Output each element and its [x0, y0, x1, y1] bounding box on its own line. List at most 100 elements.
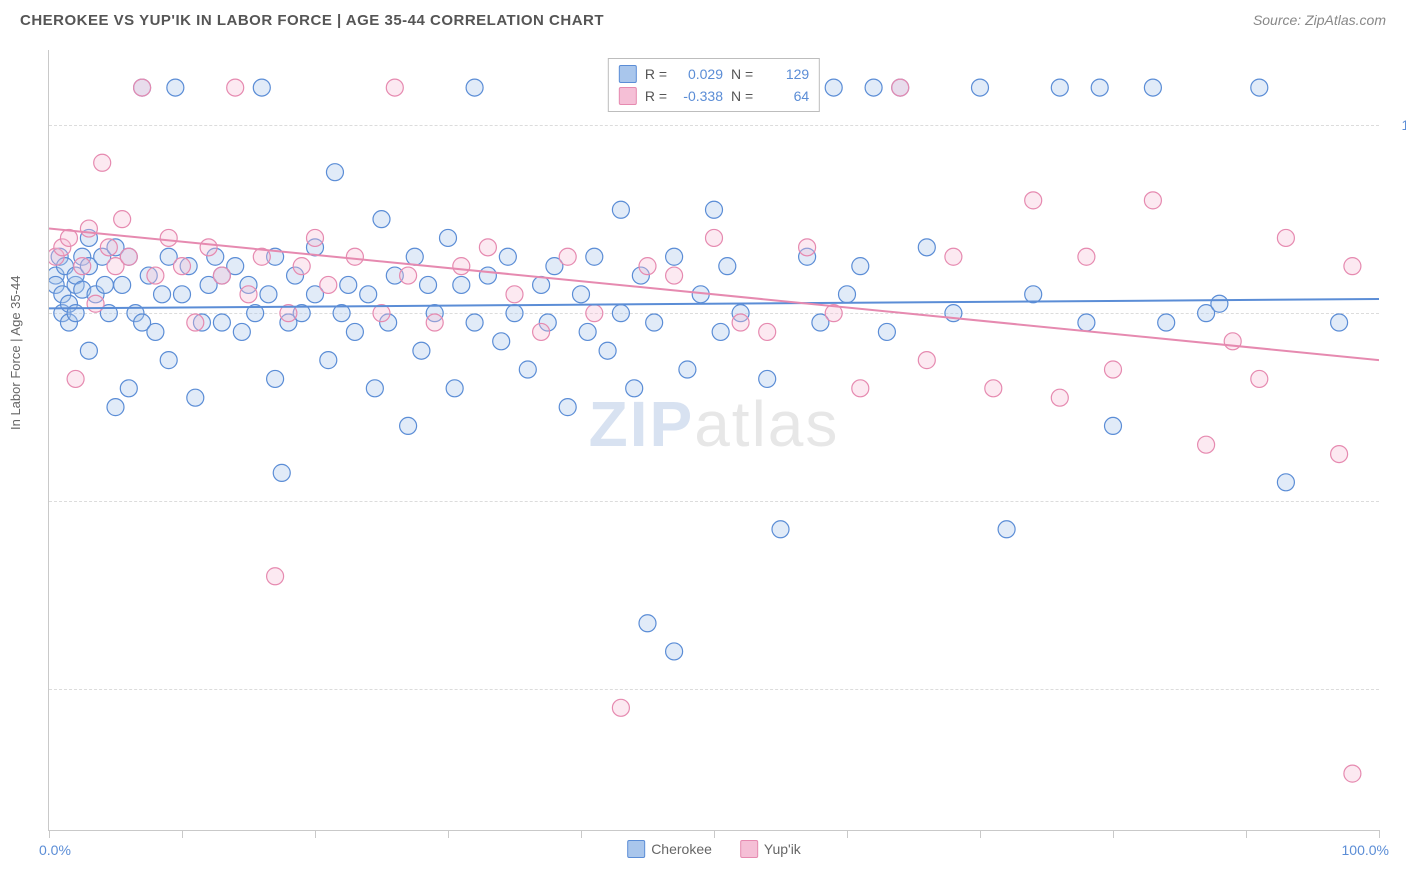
y-axis-label: In Labor Force | Age 35-44 [8, 276, 23, 430]
scatter-point [466, 79, 483, 96]
series-legend-item: Yup'ik [740, 840, 801, 858]
legend-n-label: N = [731, 66, 753, 82]
y-tick-label: 60.0% [1389, 493, 1406, 509]
scatter-point [426, 314, 443, 331]
scatter-point [67, 370, 84, 387]
legend-swatch [619, 65, 637, 83]
scatter-point [233, 323, 250, 340]
scatter-point [719, 258, 736, 275]
legend-r-label: R = [645, 88, 667, 104]
scatter-point [1091, 79, 1108, 96]
scatter-point [1277, 474, 1294, 491]
legend-swatch [740, 840, 758, 858]
scatter-point [147, 323, 164, 340]
scatter-point [759, 323, 776, 340]
scatter-point [373, 305, 390, 322]
scatter-point [972, 79, 989, 96]
x-tick [581, 830, 582, 838]
scatter-point [646, 314, 663, 331]
scatter-point [493, 333, 510, 350]
x-tick [1379, 830, 1380, 838]
scatter-point [273, 464, 290, 481]
scatter-point [453, 276, 470, 293]
scatter-point [240, 286, 257, 303]
scatter-point [878, 323, 895, 340]
scatter-point [67, 305, 84, 322]
legend-r-label: R = [645, 66, 667, 82]
scatter-point [1051, 79, 1068, 96]
scatter-point [1344, 258, 1361, 275]
scatter-point [1344, 765, 1361, 782]
x-tick [49, 830, 50, 838]
scatter-point [320, 276, 337, 293]
scatter-point [120, 248, 137, 265]
scatter-point [706, 229, 723, 246]
scatter-point [346, 248, 363, 265]
scatter-point [96, 276, 113, 293]
scatter-point [446, 380, 463, 397]
scatter-point [147, 267, 164, 284]
scatter-point [107, 399, 124, 416]
scatter-point [373, 211, 390, 228]
scatter-point [679, 361, 696, 378]
scatter-point [227, 79, 244, 96]
scatter-point [74, 258, 91, 275]
scatter-point [799, 239, 816, 256]
scatter-point [1078, 248, 1095, 265]
series-legend: Cherokee Yup'ik [627, 840, 801, 858]
scatter-point [825, 79, 842, 96]
scatter-point [586, 305, 603, 322]
legend-r-value: 0.029 [675, 66, 723, 82]
scatter-point [519, 361, 536, 378]
chart-title: CHEROKEE VS YUP'IK IN LABOR FORCE | AGE … [20, 12, 604, 29]
scatter-point [293, 258, 310, 275]
x-axis-max-label: 100.0% [1342, 842, 1389, 858]
series-legend-label: Yup'ik [764, 841, 801, 857]
y-tick-label: 100.0% [1389, 117, 1406, 133]
scatter-point [187, 314, 204, 331]
scatter-point [134, 79, 151, 96]
x-tick [182, 830, 183, 838]
scatter-point [865, 79, 882, 96]
scatter-point [1078, 314, 1095, 331]
scatter-point [420, 276, 437, 293]
scatter-point [453, 258, 470, 275]
legend-n-value: 64 [761, 88, 809, 104]
scatter-point [499, 248, 516, 265]
scatter-point [772, 521, 789, 538]
scatter-point [559, 399, 576, 416]
scatter-point [253, 79, 270, 96]
scatter-point [1025, 192, 1042, 209]
scatter-point [639, 615, 656, 632]
scatter-point [360, 286, 377, 303]
scatter-point [533, 323, 550, 340]
scatter-point [1105, 417, 1122, 434]
scatter-point [160, 229, 177, 246]
scatter-point [533, 276, 550, 293]
legend-r-value: -0.338 [675, 88, 723, 104]
scatter-point [114, 211, 131, 228]
scatter-point [918, 239, 935, 256]
series-legend-label: Cherokee [651, 841, 712, 857]
scatter-point [945, 248, 962, 265]
scatter-point [1144, 79, 1161, 96]
scatter-point [413, 342, 430, 359]
scatter-point [852, 380, 869, 397]
scatter-point [732, 314, 749, 331]
y-tick-label: 80.0% [1389, 305, 1406, 321]
scatter-point [586, 248, 603, 265]
x-tick [1113, 830, 1114, 838]
scatter-point [174, 258, 191, 275]
scatter-point [1331, 446, 1348, 463]
x-axis-min-label: 0.0% [39, 842, 71, 858]
legend-n-value: 129 [761, 66, 809, 82]
scatter-point [400, 267, 417, 284]
scatter-point [759, 370, 776, 387]
scatter-point [260, 286, 277, 303]
scatter-point [612, 699, 629, 716]
scatter-point [366, 380, 383, 397]
scatter-point [1331, 314, 1348, 331]
scatter-point [340, 276, 357, 293]
scatter-point [167, 79, 184, 96]
scatter-point [666, 267, 683, 284]
